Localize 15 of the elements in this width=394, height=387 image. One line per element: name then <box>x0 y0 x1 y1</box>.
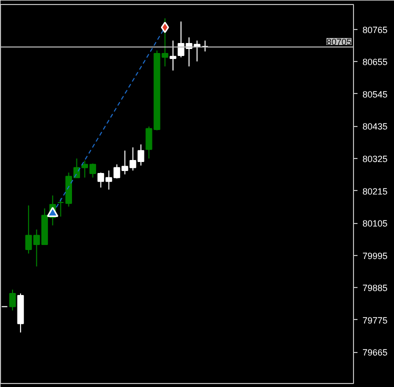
y-tick-label: 80655 <box>362 57 388 68</box>
ref-line-label: 80705 <box>326 37 352 48</box>
y-tick-label: 80765 <box>362 24 388 35</box>
y-tick-label: 79665 <box>362 348 388 358</box>
candlestick <box>170 40 176 71</box>
y-tick-label: 80215 <box>362 186 388 196</box>
y-tick-label: 79995 <box>362 250 388 261</box>
y-tick-label: 80105 <box>362 218 388 229</box>
candlestick <box>9 289 16 311</box>
y-tick-label: 80435 <box>362 122 388 132</box>
y-tick-label: 80325 <box>362 154 388 164</box>
y-tick-label: 80545 <box>362 89 388 100</box>
y-tick-label: 79775 <box>362 315 388 326</box>
y-tick-label: 79885 <box>362 283 388 294</box>
candlestick <box>57 198 64 218</box>
